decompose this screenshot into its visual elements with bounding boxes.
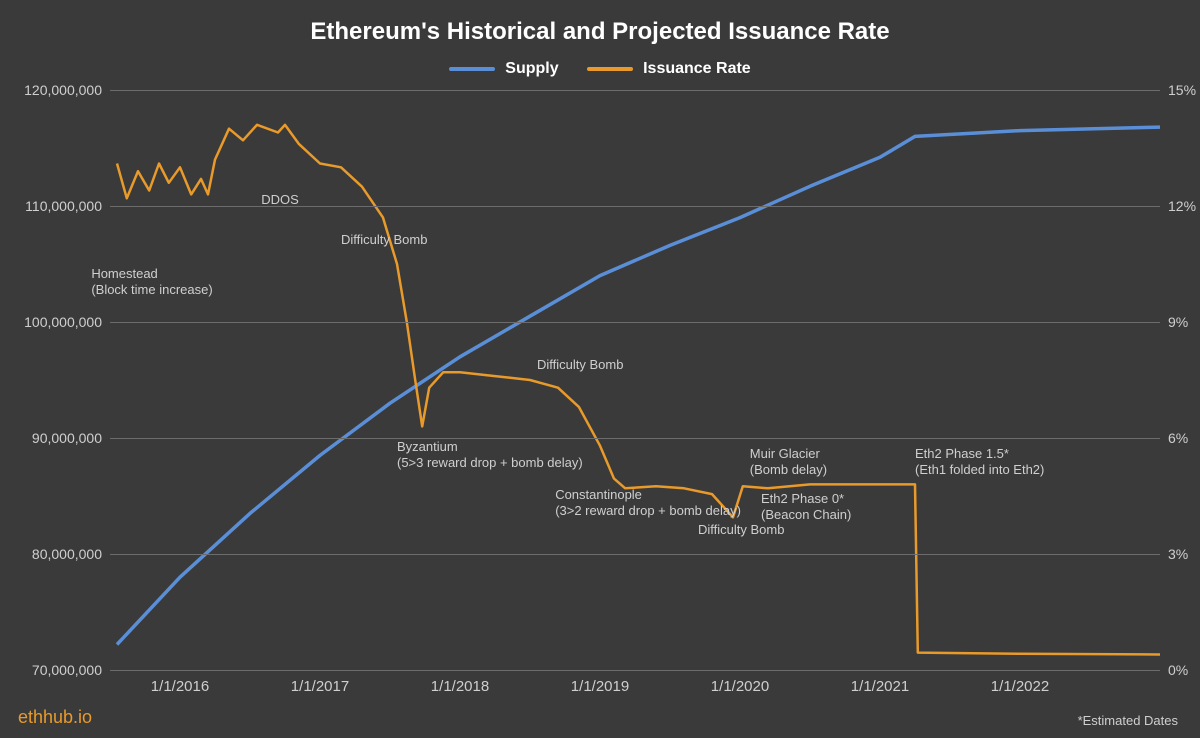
chart-lines: [110, 90, 1160, 670]
y-left-tick-label: 120,000,000: [24, 82, 102, 98]
gridline: [110, 438, 1160, 439]
legend-issuance: Issuance Rate: [587, 60, 751, 78]
legend-issuance-swatch: [587, 67, 633, 71]
legend-supply-swatch: [449, 67, 495, 71]
y-right-tick-label: 9%: [1168, 314, 1188, 330]
y-left-tick-label: 80,000,000: [32, 546, 102, 562]
x-tick-label: 1/1/2016: [151, 678, 209, 695]
annotation: Byzantium(5>3 reward drop + bomb delay): [397, 439, 583, 472]
legend-supply: Supply: [449, 60, 558, 78]
annotation: Eth2 Phase 1.5*(Eth1 folded into Eth2): [915, 446, 1044, 479]
annotation: Eth2 Phase 0*(Beacon Chain): [761, 491, 851, 524]
annotation: Homestead(Block time increase): [91, 266, 212, 299]
annotation: Muir Glacier(Bomb delay): [750, 446, 827, 479]
annotation: DDOS: [261, 192, 299, 208]
x-tick-label: 1/1/2020: [711, 678, 769, 695]
y-left-tick-label: 70,000,000: [32, 662, 102, 678]
y-right-tick-label: 6%: [1168, 430, 1188, 446]
annotation: Constantinople(3>2 reward drop + bomb de…: [555, 487, 741, 520]
y-left-tick-label: 110,000,000: [25, 198, 102, 214]
x-tick-label: 1/1/2018: [431, 678, 489, 695]
footnote-label: *Estimated Dates: [1078, 713, 1178, 728]
y-left-tick-label: 90,000,000: [32, 430, 102, 446]
y-right-tick-label: 15%: [1168, 82, 1196, 98]
legend-issuance-label: Issuance Rate: [643, 60, 751, 78]
y-right-tick-label: 12%: [1168, 198, 1196, 214]
y-left-tick-label: 100,000,000: [24, 314, 102, 330]
gridline: [110, 90, 1160, 91]
chart-title: Ethereum's Historical and Projected Issu…: [0, 18, 1200, 46]
gridline: [110, 670, 1160, 671]
source-label: ethhub.io: [18, 707, 92, 728]
gridline: [110, 554, 1160, 555]
legend: Supply Issuance Rate: [0, 58, 1200, 78]
plot-area: [110, 90, 1160, 670]
annotation: Difficulty Bomb: [341, 232, 427, 248]
x-tick-label: 1/1/2019: [571, 678, 629, 695]
x-tick-label: 1/1/2021: [851, 678, 909, 695]
y-right-tick-label: 3%: [1168, 546, 1188, 562]
x-tick-label: 1/1/2022: [991, 678, 1049, 695]
legend-supply-label: Supply: [505, 60, 558, 78]
x-tick-label: 1/1/2017: [291, 678, 349, 695]
gridline: [110, 322, 1160, 323]
annotation: Difficulty Bomb: [537, 357, 623, 373]
annotation: Difficulty Bomb: [698, 522, 784, 538]
y-right-tick-label: 0%: [1168, 662, 1188, 678]
